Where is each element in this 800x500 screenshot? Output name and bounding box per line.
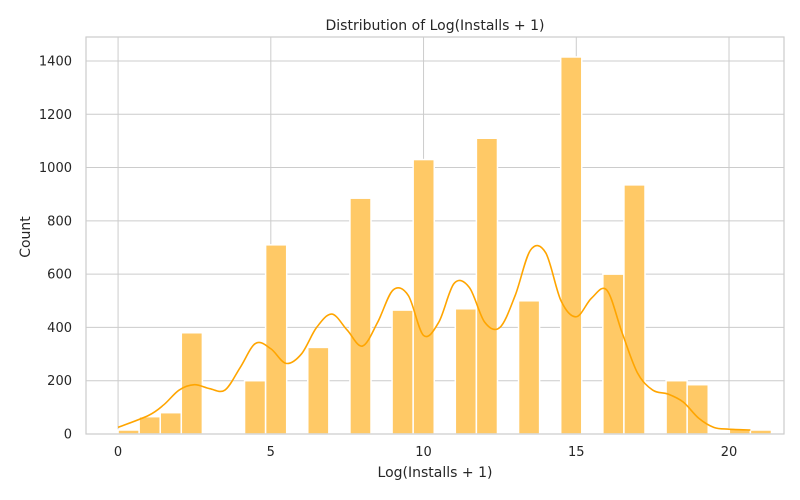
histogram-bar — [349, 197, 372, 435]
plot-frame — [85, 36, 785, 435]
y-tick-labels: 0 200 400 600 800 1000 1200 1400 — [39, 54, 72, 442]
x-axis-label: Log(Installs + 1) — [378, 465, 493, 481]
histogram-bar — [180, 332, 204, 435]
histogram-bar — [517, 300, 541, 435]
histogram-bar — [475, 137, 499, 435]
y-tick-label: 0 — [64, 428, 72, 443]
y-tick-label: 1000 — [39, 161, 72, 176]
y-axis-label: Count — [18, 216, 34, 258]
x-tick-label: 10 — [415, 445, 432, 460]
x-tick-label: 20 — [721, 445, 738, 460]
histogram-bar — [665, 379, 688, 435]
x-tick-labels: 0 5 10 15 20 — [114, 445, 737, 460]
chart-title: Distribution of Log(Installs + 1) — [326, 18, 545, 34]
histogram-bar — [264, 244, 288, 435]
histogram-bar — [391, 309, 414, 435]
histogram-bar — [559, 56, 583, 435]
histogram-bar — [138, 415, 161, 435]
y-tick-label: 200 — [47, 374, 72, 389]
histogram-bar — [454, 308, 478, 435]
y-tick-label: 1200 — [39, 108, 72, 123]
y-tick-label: 400 — [47, 321, 72, 336]
histogram-bar — [159, 411, 183, 435]
histogram-bar — [307, 346, 330, 435]
x-tick-label: 5 — [267, 445, 275, 460]
histogram-bar — [602, 273, 625, 435]
kde-curve — [117, 244, 751, 431]
y-tick-label: 600 — [47, 268, 72, 283]
x-tick-label: 15 — [568, 445, 585, 460]
histogram-bar — [243, 379, 267, 435]
y-tick-label: 1400 — [39, 54, 72, 69]
x-tick-label: 0 — [114, 445, 122, 460]
histogram-bar — [623, 184, 646, 435]
histogram-bar — [412, 158, 435, 435]
histogram-bars — [117, 56, 773, 435]
y-tick-label: 800 — [47, 214, 72, 229]
